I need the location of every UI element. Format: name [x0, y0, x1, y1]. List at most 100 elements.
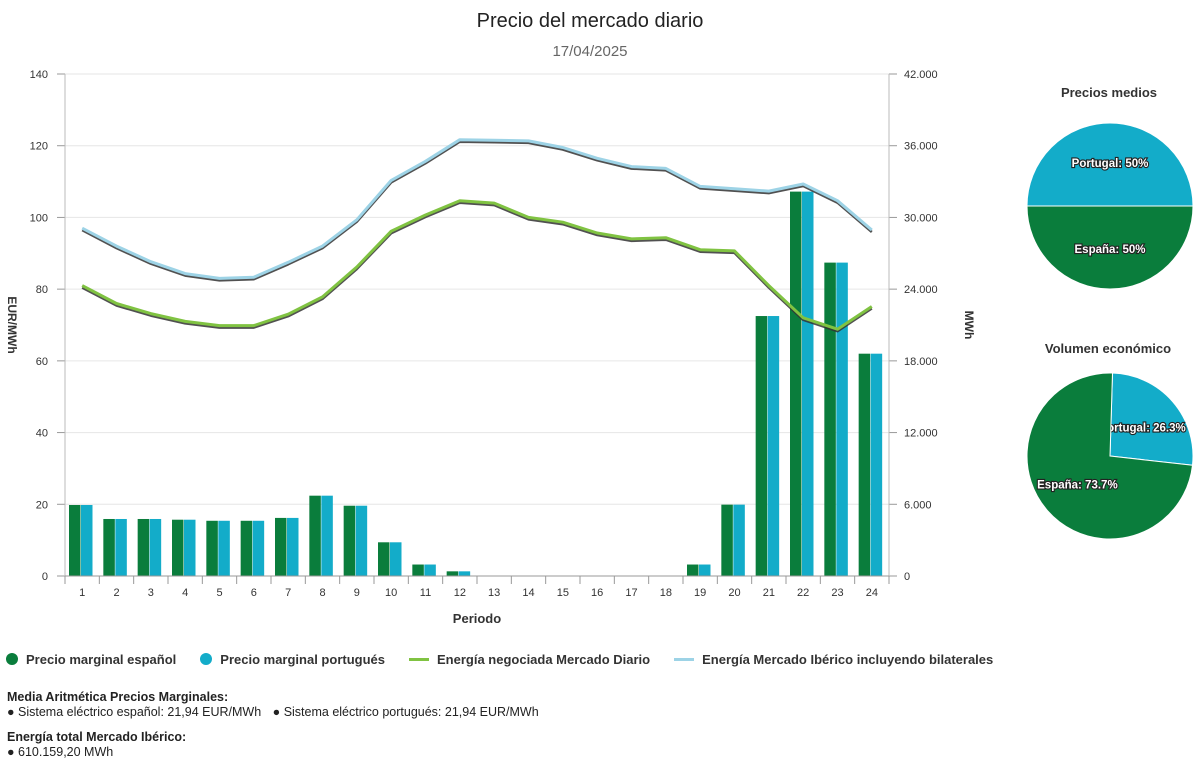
x-tick-label: 23	[831, 587, 843, 599]
legend-swatch	[200, 653, 213, 665]
x-tick-label: 16	[591, 587, 603, 599]
bar-spain	[755, 316, 768, 576]
bar-spain	[275, 517, 287, 576]
x-tick-label: 18	[660, 587, 672, 599]
x-tick-label: 22	[797, 587, 809, 599]
pie-slice	[1109, 372, 1194, 466]
bar-spain	[309, 495, 321, 576]
x-tick-label: 3	[148, 587, 154, 599]
x-tick-label: 14	[522, 587, 534, 599]
y-tick-label: 140	[30, 69, 48, 81]
bar-spain	[103, 518, 115, 576]
y2-tick-label: 42.000	[904, 69, 938, 81]
y2-tick-label: 0	[904, 571, 910, 583]
legend-item-portuguese-price[interactable]: Precio marginal portugués	[200, 652, 385, 667]
legend-label: Precio marginal portugués	[220, 651, 385, 667]
legend-label: Energía negociada Mercado Diario	[436, 651, 651, 667]
x-tick-label: 19	[694, 587, 706, 599]
y2-tick-label: 12.000	[904, 428, 938, 440]
average-prices-block: Media Aritmética Precios Marginales: ● S…	[7, 690, 539, 720]
legend-item-iberian-energy[interactable]: Energía Mercado Ibérico incluyendo bilat…	[674, 652, 993, 667]
bar-portugal	[149, 518, 162, 576]
bars-layer	[69, 191, 883, 576]
y2-tick-label: 30.000	[904, 212, 938, 224]
bar-portugal	[390, 542, 402, 576]
pie-volumen-economico: Portugal: 26.3% España: 73.7%	[1026, 372, 1194, 540]
bar-spain	[858, 353, 871, 576]
bar-spain	[790, 191, 802, 576]
pie-slice	[1026, 372, 1194, 540]
bar-portugal	[733, 504, 745, 576]
bar-spain	[378, 542, 390, 576]
y2-tick-label: 24.000	[904, 284, 938, 296]
bar-spain	[824, 262, 836, 576]
x-tick-label: 10	[385, 587, 397, 599]
pie-slice-label: Portugal: 26.3%	[1099, 423, 1185, 435]
bar-portugal	[424, 564, 436, 576]
x-tick-label: 12	[454, 587, 466, 599]
bar-spain	[721, 504, 733, 576]
legend-swatch	[6, 653, 18, 665]
bar-portugal	[184, 519, 196, 576]
legend-item-spanish-price[interactable]: Precio marginal español	[6, 652, 176, 667]
bar-portugal	[218, 520, 230, 576]
x-tick-label: 20	[728, 587, 740, 599]
series-line-shadow	[81, 201, 873, 333]
y2-tick-label: 36.000	[904, 141, 938, 153]
average-prices-title: Media Aritmética Precios Marginales:	[7, 690, 229, 704]
legend-item-daily-energy[interactable]: Energía negociada Mercado Diario	[408, 651, 651, 667]
lines-layer	[81, 138, 873, 333]
bar-portugal	[699, 564, 711, 576]
x-tick-label: 13	[488, 587, 500, 599]
x-axis-label: Periodo	[453, 611, 501, 626]
y-tick-label: 120	[30, 141, 48, 153]
bar-spain	[687, 564, 699, 576]
x-tick-label: 8	[319, 587, 325, 599]
chart-title: Precio del mercado diario	[477, 10, 704, 32]
bar-portugal	[287, 517, 299, 576]
bar-portugal	[81, 505, 93, 576]
x-tick-label: 17	[625, 587, 637, 599]
bar-portugal	[321, 495, 333, 576]
x-tick-label: 5	[216, 587, 222, 599]
pie-slice-label: España: 73.7%	[1037, 479, 1118, 491]
series-line-shadow	[81, 140, 873, 282]
y2-axis-label: MWh	[962, 311, 976, 340]
total-energy-value: ● 610.159,20 MWh	[7, 745, 114, 759]
pie-slice	[1026, 205, 1194, 290]
bar-spain	[240, 520, 253, 576]
total-energy-title: Energía total Mercado Ibérico:	[7, 730, 187, 744]
bar-portugal	[836, 262, 848, 576]
grid-lines	[65, 73, 889, 577]
bar-spain	[172, 519, 184, 576]
bar-portugal	[767, 316, 780, 576]
bar-spain	[343, 505, 356, 576]
market-price-chart: Precio del mercado diario 17/04/2025 0 20…	[5, 10, 1194, 626]
bar-spain	[206, 520, 218, 576]
x-tick-label: 24	[866, 587, 878, 599]
y-tick-label: 80	[36, 284, 48, 296]
y-tick-label: 40	[36, 428, 48, 440]
x-tick-label: 1	[79, 587, 85, 599]
legend-label: Energía Mercado Ibérico incluyendo bilat…	[702, 651, 994, 667]
y-tick-label: 60	[36, 356, 48, 368]
bar-portugal	[802, 191, 814, 576]
bar-portugal	[870, 353, 883, 576]
axes-layer: 02040608010012014006.00012.00018.00024.0…	[30, 69, 938, 599]
chart-legend: Precio marginal español Precio marginal …	[0, 648, 1011, 670]
x-tick-label: 9	[354, 587, 360, 599]
x-tick-label: 2	[113, 587, 119, 599]
total-energy-block: Energía total Mercado Ibérico: ● 610.159…	[7, 730, 186, 760]
y-tick-label: 20	[36, 499, 48, 511]
bar-spain	[69, 505, 81, 576]
bar-spain	[137, 518, 150, 576]
bar-spain	[446, 571, 459, 576]
chart-subtitle: 17/04/2025	[552, 43, 627, 60]
x-tick-label: 4	[182, 587, 188, 599]
pie-volumen-title: Volumen económico	[1045, 341, 1171, 356]
legend-swatch	[674, 657, 695, 661]
pie-precios-title: Precios medios	[1061, 85, 1157, 100]
y2-tick-label: 18.000	[904, 356, 938, 368]
x-tick-label: 11	[420, 587, 431, 599]
pie-slice-label: Portugal: 50%	[1072, 158, 1149, 170]
